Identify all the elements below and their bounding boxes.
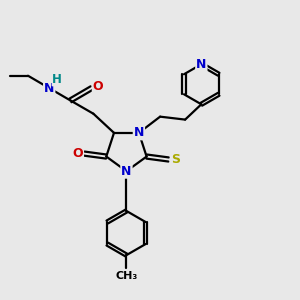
Text: O: O bbox=[72, 147, 83, 160]
Text: N: N bbox=[44, 82, 54, 94]
Text: N: N bbox=[121, 165, 132, 178]
Text: CH₃: CH₃ bbox=[115, 271, 138, 281]
Text: N: N bbox=[134, 126, 144, 139]
Text: H: H bbox=[52, 73, 62, 86]
Text: O: O bbox=[93, 80, 104, 93]
Text: S: S bbox=[171, 153, 180, 166]
Text: N: N bbox=[196, 58, 206, 71]
